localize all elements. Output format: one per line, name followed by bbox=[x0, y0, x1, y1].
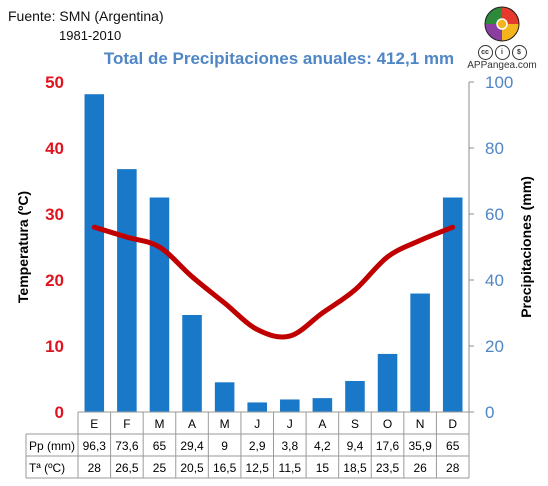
precip-bar bbox=[442, 197, 463, 412]
table-cell: 65 bbox=[153, 439, 167, 453]
period-text: 1981-2010 bbox=[59, 28, 122, 43]
appangea-logo-icon bbox=[484, 6, 520, 42]
category-label: E bbox=[90, 417, 98, 431]
left-tick-label: 30 bbox=[45, 205, 64, 224]
category-label: N bbox=[416, 417, 425, 431]
by-icon: i bbox=[494, 45, 510, 60]
table-cell: 26 bbox=[413, 461, 427, 475]
category-label: A bbox=[188, 417, 196, 431]
table-cell: 35,9 bbox=[408, 439, 432, 453]
precip-bar bbox=[377, 353, 398, 412]
left-tick-label: 40 bbox=[45, 139, 64, 158]
left-axis-title: Temperatura (ºC) bbox=[15, 191, 31, 303]
chart-title: Total de Precipitaciones anuales: 412,1 … bbox=[103, 49, 455, 68]
table-cell: 3,8 bbox=[281, 439, 298, 453]
right-tick-label: 60 bbox=[485, 205, 504, 224]
precip-bar bbox=[214, 382, 235, 412]
category-label: M bbox=[154, 417, 164, 431]
table-cell: 12,5 bbox=[246, 461, 270, 475]
brand-site: APPangea.com bbox=[467, 60, 537, 71]
table-cell: 2,9 bbox=[249, 439, 266, 453]
table-cell: 23,5 bbox=[376, 461, 400, 475]
table-row-label: Tª (ºC) bbox=[29, 461, 65, 475]
precip-bar bbox=[410, 293, 430, 412]
left-tick-label: 50 bbox=[45, 73, 64, 92]
right-axis-title: Precipitaciones (mm) bbox=[518, 176, 534, 318]
nc-icon: $ bbox=[511, 45, 527, 60]
right-tick-label: 40 bbox=[485, 271, 504, 290]
category-label: S bbox=[351, 417, 359, 431]
cc-icon: cc bbox=[477, 45, 493, 60]
table-cell: 65 bbox=[446, 439, 460, 453]
category-label: O bbox=[383, 417, 392, 431]
category-label: F bbox=[123, 417, 130, 431]
table-cell: 28 bbox=[446, 461, 460, 475]
table-cell: 20,5 bbox=[180, 461, 204, 475]
table-cell: 11,5 bbox=[279, 461, 302, 475]
table-cell: 16,5 bbox=[213, 461, 237, 475]
right-tick-label: 80 bbox=[485, 139, 504, 158]
table-row-label: Pp (mm) bbox=[29, 439, 75, 453]
precip-bar bbox=[247, 402, 267, 412]
temperature-line-path bbox=[91, 224, 456, 340]
source-text: Fuente: SMN (Argentina) bbox=[8, 8, 164, 24]
category-label: J bbox=[254, 417, 260, 431]
brand-block: cc i $ APPangea.com bbox=[462, 5, 542, 71]
table-cell: 28 bbox=[88, 461, 102, 475]
table-cell: 17,6 bbox=[376, 439, 400, 453]
precipitation-bars bbox=[84, 94, 463, 413]
precip-bar bbox=[312, 398, 333, 412]
right-tick-label: 0 bbox=[485, 403, 494, 422]
table-cell: 4,2 bbox=[314, 439, 331, 453]
category-label: A bbox=[318, 417, 326, 431]
precip-bar bbox=[182, 314, 202, 412]
table-cell: 15 bbox=[316, 461, 330, 475]
table-cell: 9 bbox=[221, 439, 228, 453]
table-cell: 18,5 bbox=[343, 461, 367, 475]
right-tick-label: 100 bbox=[485, 73, 513, 92]
temperature-line bbox=[91, 224, 456, 340]
left-tick-label: 0 bbox=[55, 403, 64, 422]
precip-bar bbox=[280, 399, 300, 412]
left-tick-label: 20 bbox=[45, 271, 64, 290]
table-cell: 29,4 bbox=[180, 439, 204, 453]
precip-bar bbox=[345, 380, 365, 412]
category-label: M bbox=[220, 417, 230, 431]
left-tick-label: 10 bbox=[45, 337, 64, 356]
table-cell: 96,3 bbox=[83, 439, 107, 453]
right-tick-label: 20 bbox=[485, 337, 504, 356]
table-cell: 26,5 bbox=[115, 461, 139, 475]
precip-bar bbox=[84, 94, 105, 413]
precip-bar bbox=[149, 197, 170, 412]
license-badges: cc i $ bbox=[462, 45, 542, 60]
category-label: J bbox=[287, 417, 293, 431]
table-cell: 25 bbox=[153, 461, 167, 475]
data-table: E F M A M J J A S O N D Pp (mm) 96,3 73,6 65 29,4 9 2,9 3,8… bbox=[25, 411, 470, 479]
category-label: D bbox=[448, 417, 457, 431]
table-cell: 73,6 bbox=[115, 439, 139, 453]
precip-bar bbox=[117, 169, 137, 412]
table-cell: 9,4 bbox=[347, 439, 364, 453]
source-note: Fuente: SMN (Argentina) 1981-2010 bbox=[8, 6, 164, 46]
